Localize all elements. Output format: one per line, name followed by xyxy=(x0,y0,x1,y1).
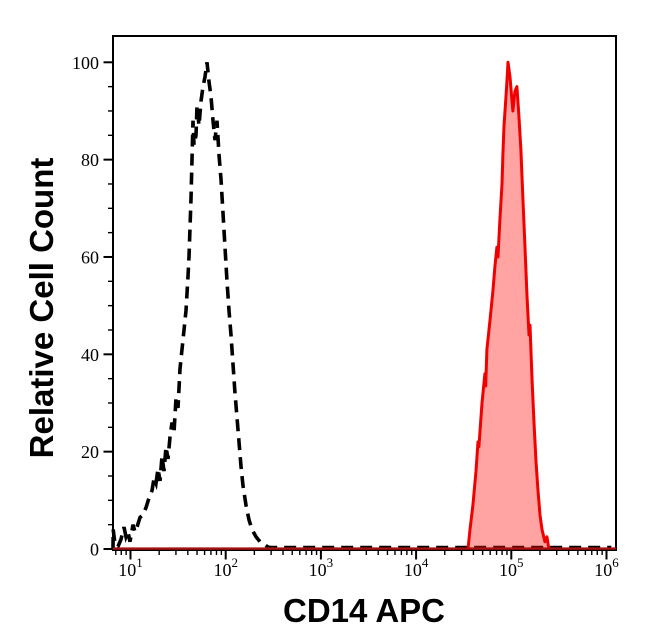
y-axis-tick-labels: 0 20 40 60 80 100 xyxy=(72,53,99,560)
y-axis-title: Relative Cell Count xyxy=(23,158,60,459)
y-axis-ticks xyxy=(103,61,113,550)
x-tick-exponent: 3 xyxy=(327,555,334,570)
y-tick-label: 100 xyxy=(72,53,99,73)
plot-frame xyxy=(112,35,617,551)
stained-histogram-fill xyxy=(468,62,549,550)
control-histogram-curve xyxy=(111,62,612,550)
x-axis-ticks xyxy=(115,550,608,560)
x-axis-title: CD14 APC xyxy=(283,592,445,629)
x-tick-exponent: 2 xyxy=(231,555,238,570)
x-tick-exponent: 1 xyxy=(136,555,143,570)
x-tick-label: 101 xyxy=(118,555,143,580)
y-tick-label: 80 xyxy=(81,150,99,170)
y-tick-label: 40 xyxy=(81,345,99,365)
y-tick-label: 60 xyxy=(81,247,99,267)
x-axis-tick-labels: 101 102 103 104 105 106 xyxy=(118,555,619,580)
x-tick-exponent: 6 xyxy=(612,555,619,570)
y-tick-label: 0 xyxy=(90,540,99,560)
x-tick-exponent: 4 xyxy=(422,555,429,570)
x-tick-exponent: 5 xyxy=(517,555,524,570)
y-tick-label: 20 xyxy=(81,442,99,462)
stained-histogram-curve xyxy=(466,60,551,550)
